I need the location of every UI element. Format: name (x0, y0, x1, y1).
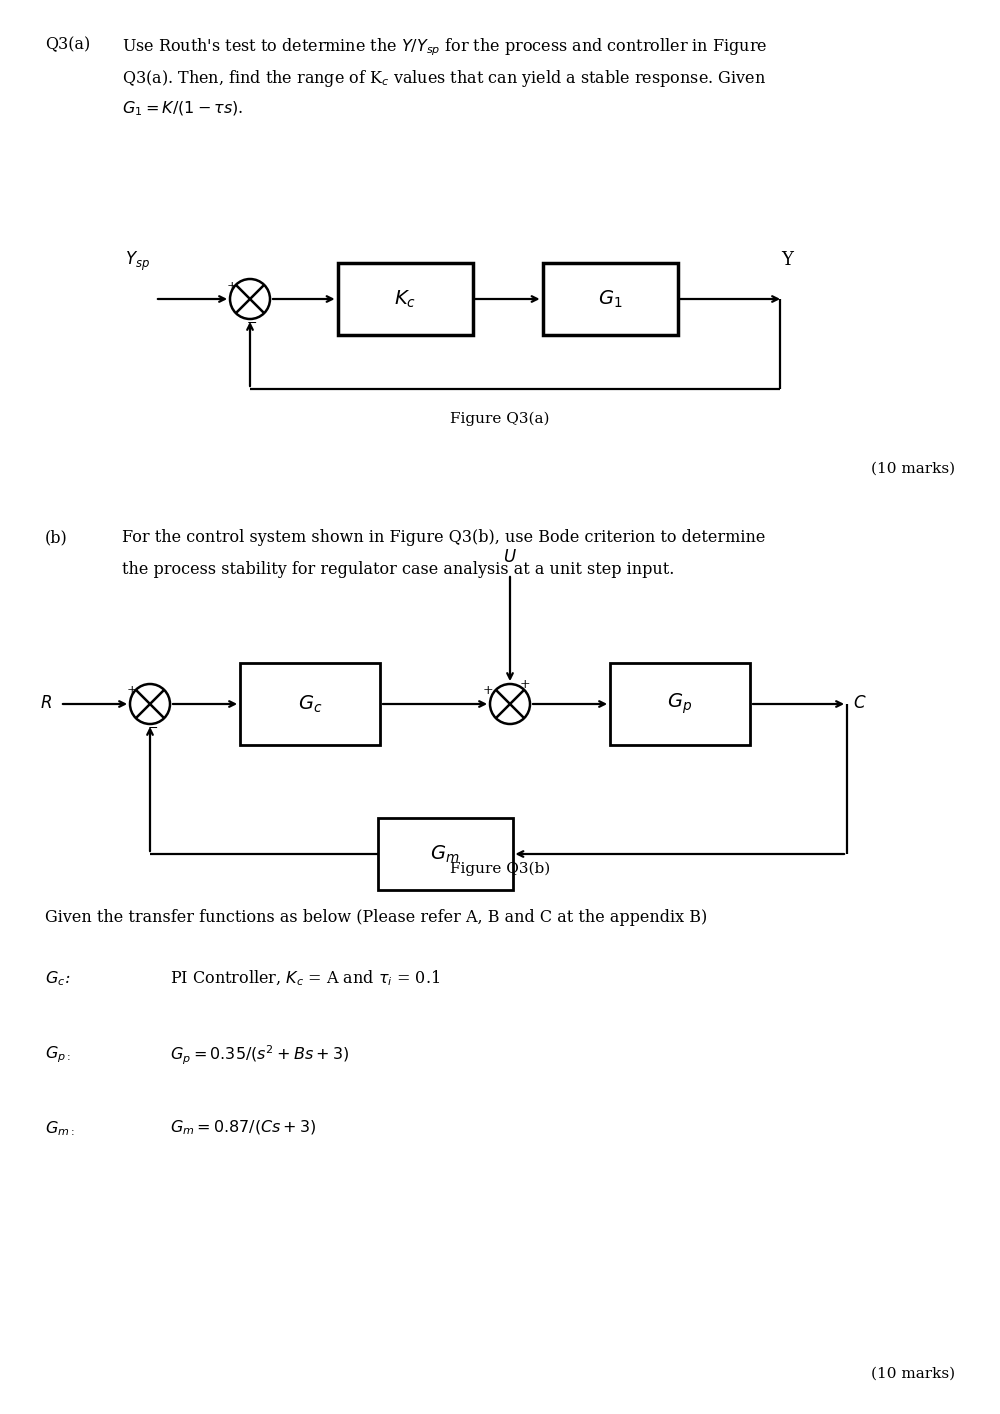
Text: $Y_{sp}$: $Y_{sp}$ (125, 250, 150, 273)
Text: (b): (b) (45, 529, 68, 546)
Text: Q3(a). Then, find the range of K$_c$ values that can yield a stable response. Gi: Q3(a). Then, find the range of K$_c$ val… (122, 68, 766, 89)
Bar (378, 819, 512, 889)
Text: (10 marks): (10 marks) (871, 462, 955, 477)
Text: −: − (148, 721, 158, 734)
Text: $G_m$: $G_m$ (430, 843, 460, 864)
Text: PI Controller, $K_c$ = A and $\tau_i$ = 0.1: PI Controller, $K_c$ = A and $\tau_i$ = … (170, 969, 440, 988)
Text: (10 marks): (10 marks) (871, 1367, 955, 1381)
Text: +: + (127, 683, 137, 697)
Text: $U$: $U$ (503, 549, 517, 566)
Text: Y: Y (781, 252, 793, 269)
Text: $G_1$: $G_1$ (598, 288, 622, 310)
Text: $K_c$: $K_c$ (394, 288, 416, 310)
Text: +: + (483, 683, 493, 697)
Bar (610, 663, 750, 745)
Text: Q3(a): Q3(a) (45, 35, 90, 52)
Bar (240, 663, 380, 745)
Text: $G_p$: $G_p$ (667, 691, 693, 717)
Text: $G_c$: $G_c$ (298, 693, 322, 714)
Text: For the control system shown in Figure Q3(b), use Bode criterion to determine: For the control system shown in Figure Q… (122, 529, 765, 546)
Text: $C$: $C$ (853, 696, 867, 713)
Bar (542, 263, 678, 335)
Text: −: − (247, 317, 257, 329)
Bar (338, 263, 473, 335)
Text: $R$: $R$ (40, 696, 52, 713)
Text: Figure Q3(b): Figure Q3(b) (450, 861, 550, 877)
Text: Use Routh's test to determine the $\mathit{Y/Y_{sp}}$ for the process and contro: Use Routh's test to determine the $\math… (122, 35, 767, 58)
Text: Figure Q3(a): Figure Q3(a) (450, 411, 550, 426)
Text: +: + (520, 677, 531, 690)
Text: Given the transfer functions as below (Please refer A, B and C at the appendix B: Given the transfer functions as below (P… (45, 909, 707, 926)
Text: $G_{m:}$: $G_{m:}$ (45, 1118, 75, 1138)
Text: $G_c$:: $G_c$: (45, 969, 70, 988)
Text: +: + (227, 280, 237, 293)
Text: the process stability for regulator case analysis at a unit step input.: the process stability for regulator case… (122, 561, 674, 578)
Text: $G_p = 0.35/(s^2 + Bs + 3)$: $G_p = 0.35/(s^2 + Bs + 3)$ (170, 1044, 349, 1068)
Text: $G_{p:}$: $G_{p:}$ (45, 1044, 71, 1065)
Text: $G_m = 0.87/(Cs + 3)$: $G_m = 0.87/(Cs + 3)$ (170, 1118, 317, 1137)
Text: $G_1 = K/(1 - \tau s)$.: $G_1 = K/(1 - \tau s)$. (122, 100, 243, 119)
